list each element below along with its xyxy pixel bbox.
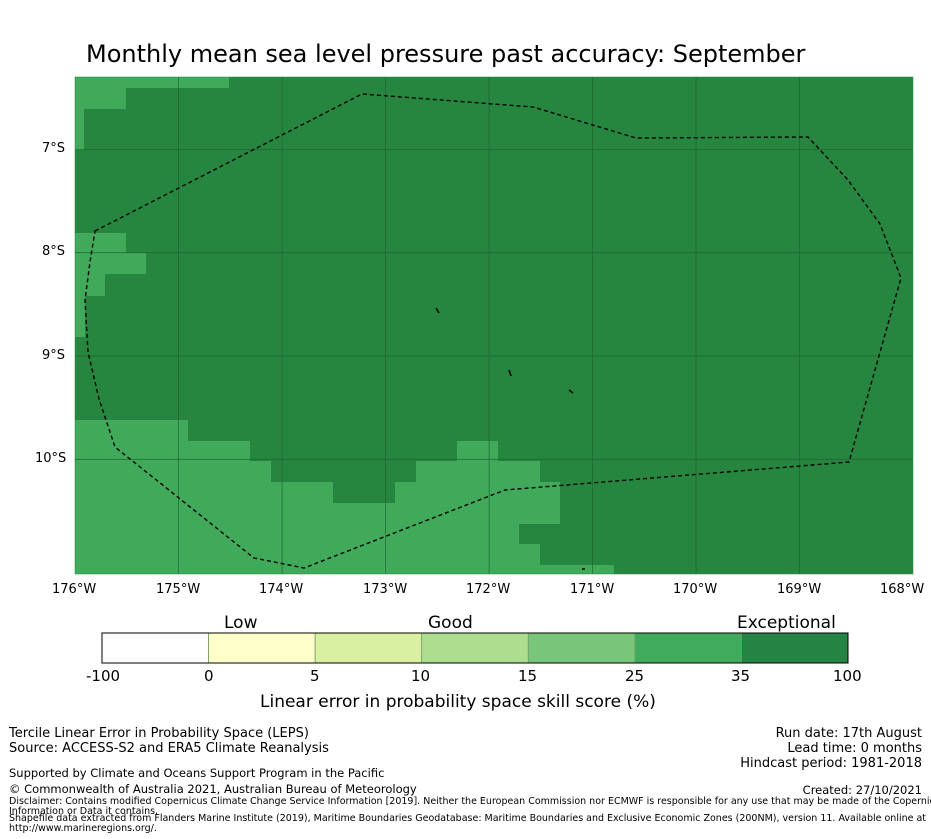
colorbar-tick-label: 100 — [833, 667, 862, 685]
lon-tick-label: 174°W — [259, 582, 304, 597]
lat-tick-label: 10°S — [35, 451, 67, 466]
colorbar-tick-label: 35 — [731, 667, 751, 685]
lon-tick-label: 169°W — [777, 582, 822, 597]
colorbar-tick-label: 5 — [310, 667, 320, 685]
colorbar-segment — [421, 632, 529, 664]
colorbar-segment — [101, 632, 209, 664]
map-gridlines — [75, 77, 913, 574]
footer-disclaimer-line2: Information or Data it contains. — [9, 806, 159, 817]
colorbar-tick-label: 25 — [625, 667, 645, 685]
footer-disclaimer-line1: Disclaimer: Contains modified Copernicus… — [9, 796, 931, 807]
lat-tick-label: 8°S — [42, 244, 66, 259]
footer-copyright: © Commonwealth of Australia 2021, Austra… — [9, 782, 417, 796]
colorbar-outline — [101, 632, 849, 664]
map-title: Monthly mean sea level pressure past acc… — [86, 40, 806, 68]
footer-shapefile-line1: Shapefile data extracted from Flanders M… — [9, 813, 927, 824]
colorbar-segment — [208, 632, 316, 664]
lon-tick-label: 175°W — [156, 582, 201, 597]
colorbar-category-exceptional: Exceptional — [737, 613, 836, 633]
eez-boundary — [84, 93, 902, 569]
colorbar-tick-label: 10 — [411, 667, 431, 685]
colorbar-tick-label: -100 — [86, 667, 121, 685]
colorbar-category-good: Good — [428, 613, 473, 633]
footer-method: Tercile Linear Error in Probability Spac… — [9, 726, 309, 741]
colorbar-category-low: Low — [224, 613, 258, 633]
footer-source: Source: ACCESS-S2 and ERA5 Climate Reana… — [9, 741, 329, 756]
footer-supported: Supported by Climate and Oceans Support … — [9, 766, 385, 780]
footer-hindcast-period: Hindcast period: 1981-2018 — [740, 756, 922, 771]
lon-tick-label: 171°W — [570, 582, 615, 597]
colorbar-segment — [634, 632, 742, 664]
lat-tick-label: 7°S — [42, 141, 66, 156]
footer-lead-time: Lead time: 0 months — [787, 741, 922, 756]
lon-tick-label: 172°W — [466, 582, 511, 597]
footer-created: Created: 27/10/2021 — [802, 783, 922, 797]
colorbar-segment — [527, 632, 636, 664]
lon-tick-label: 173°W — [363, 582, 408, 597]
lon-tick-label: 170°W — [673, 582, 718, 597]
map-frame — [74, 76, 914, 575]
footer-run-date: Run date: 17th August — [775, 726, 922, 741]
lon-tick-label: 168°W — [880, 582, 925, 597]
colorbar-segment — [741, 632, 849, 664]
lon-tick-label: 176°W — [52, 582, 97, 597]
colorbar-tick-label: 0 — [204, 667, 214, 685]
good-skill-regions — [75, 77, 614, 574]
colorbar-tick-label: 15 — [518, 667, 538, 685]
colorbar-segment — [314, 632, 423, 664]
lat-tick-label: 9°S — [42, 348, 66, 363]
islands — [435, 307, 585, 570]
footer-shapefile-line2: http://www.marineregions.org/. — [9, 823, 157, 834]
colorbar — [101, 632, 849, 664]
colorbar-label: Linear error in probability space skill … — [260, 692, 656, 712]
